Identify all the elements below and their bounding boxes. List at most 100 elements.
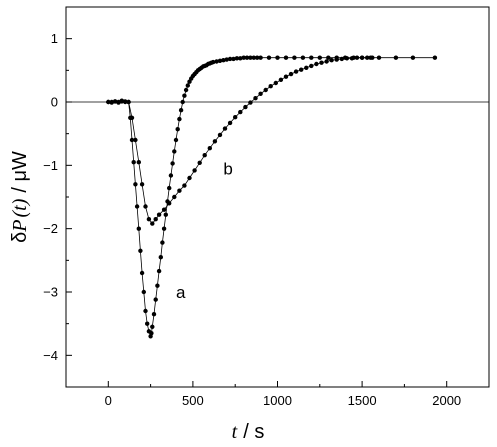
y-tick-label: −1 [43,158,58,173]
series-b-point [177,188,182,193]
series-b-point [288,71,294,77]
series-b-point [112,99,118,104]
series-b-point [116,100,121,105]
series-b-point [150,221,155,226]
series-lines [108,57,435,338]
series-b-point [324,59,329,64]
x-tick-label: 0 [105,393,112,408]
y-tick-label: 0 [51,95,58,110]
series-b-point [370,55,375,60]
series-a-point [167,185,172,191]
series-a-point [185,83,190,88]
series-a-point [141,289,146,295]
series-a-point [214,59,219,64]
series-a-point [139,270,145,276]
series-b-point [212,139,218,144]
series-b-point [309,63,314,69]
x-tick-label: 2000 [432,393,461,408]
series-a-point [143,308,148,314]
series-b-point [258,91,263,97]
series-a-point [133,182,138,187]
y-axis-title: δP(t)/ μW [9,151,31,243]
y-axis-ticks: −4 −3 −2 −1 0 1 [43,31,72,388]
series-b-point [243,104,248,110]
series-a-point [138,248,143,253]
series-b-point [354,55,360,60]
series-b-point [172,194,177,200]
series-b-point [263,87,268,93]
series-a-point [183,87,189,93]
x-axis-ticks: 0 500 1000 1500 2000 [65,381,461,408]
series-b-point [359,55,365,60]
series-a-point [155,283,160,288]
series-b-point [123,99,128,105]
series-a-point [156,268,162,274]
series-b-point [393,55,399,60]
series-a-point [255,55,260,60]
series-a-point [151,312,157,317]
series-b-point [319,60,324,65]
series-a-point [180,99,185,105]
series-b-point [227,120,233,126]
series-b-point [126,99,131,105]
series-a-point [163,212,168,217]
series-b-point [432,55,438,60]
series-b-point [153,217,158,222]
series-b-point [233,115,238,120]
series-a-point [182,93,187,98]
series-b-point [129,115,135,121]
series-b-point [207,146,212,151]
series-b-point [329,58,334,63]
series-b-point [283,74,289,79]
series-b-point [365,55,370,60]
series-a-point [136,226,141,231]
series-b-point [339,56,344,62]
series-a-point [248,55,253,60]
series-b-point [146,217,152,222]
series-a-line [108,57,371,338]
series-b-point [268,84,273,89]
series-a-point [150,324,155,329]
x-tick-label: 500 [182,393,204,408]
y-tick-label: −2 [43,221,58,236]
series-b-point [167,201,172,206]
series-a-point [175,127,180,132]
series-b-point [238,109,243,115]
series-b-point [334,57,339,62]
series-b-point [278,77,284,83]
series-a-point [161,226,167,231]
series-a-point [131,160,136,165]
series-a-point [238,56,243,61]
series-b-point [156,212,162,217]
series-a-point [234,56,240,61]
x-tick-label: 1000 [263,393,292,408]
series-a-point [227,56,233,62]
series-b-point [248,100,253,105]
series-a-point [129,137,135,143]
series-b-point [314,61,319,67]
series-b-point [106,99,111,105]
y-tick-label: −3 [43,285,58,300]
series-a-point [292,55,297,60]
series-a-point [173,137,179,143]
series-a-point [283,55,289,60]
series-a-point [160,240,165,245]
series-a-point [251,55,256,60]
series-b-point [410,55,416,60]
series-b-point [136,160,141,165]
series-a-point [300,55,306,60]
series-a-point [317,55,322,60]
series-labels: ab [176,160,233,303]
series-b-point [202,153,207,158]
series-b-point [187,175,192,181]
series-b-line [108,57,435,225]
series-a-point [241,55,246,60]
series-b-point [376,55,382,60]
series-b-point [133,137,138,143]
series-a-point [275,55,280,60]
series-points [106,55,438,339]
series-a-point [231,56,236,62]
series-b-point [222,126,228,131]
series-a-point [217,58,223,63]
